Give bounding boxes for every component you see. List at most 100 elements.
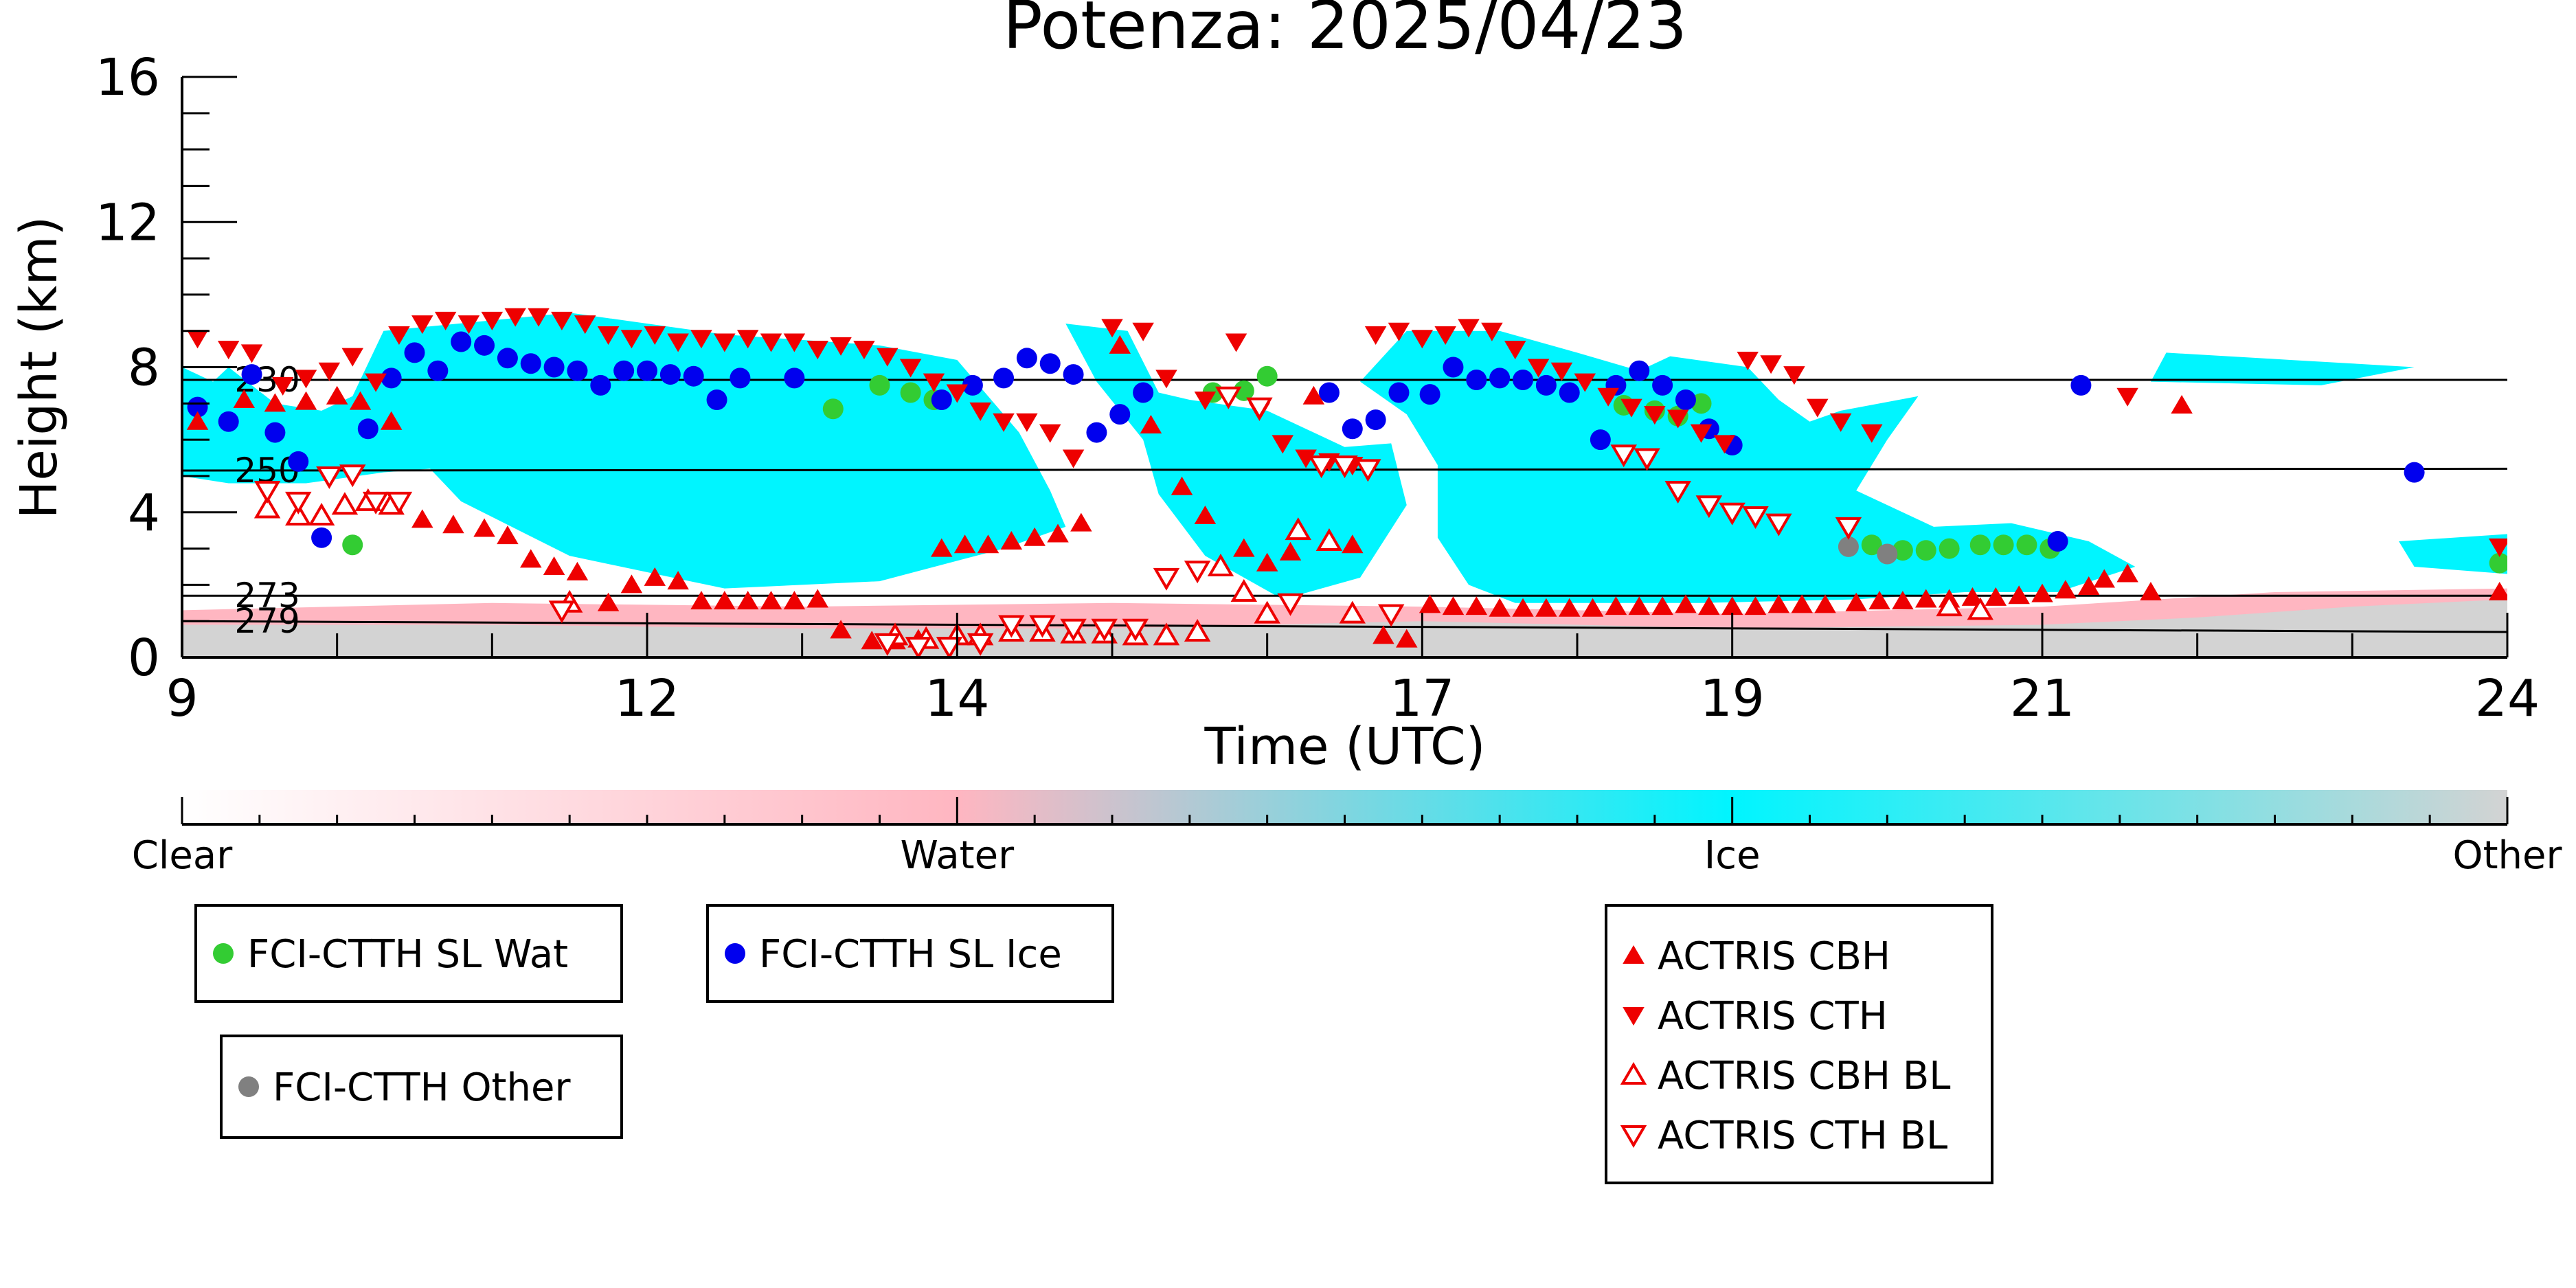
point-fci-ctth-sl-ice-31	[1109, 404, 1131, 425]
legend-frame	[194, 904, 623, 1003]
point-actris-cth-59	[1620, 398, 1642, 418]
point-actris-cbh-bl-25	[1967, 597, 1993, 620]
point-actris-cbh-72	[2031, 583, 2053, 602]
point-actris-cbh-64	[1845, 592, 1867, 611]
point-actris-cbh-33	[1047, 523, 1069, 543]
point-actris-cbh-bl-18	[1207, 553, 1234, 576]
legend-box-3: ACTRIS CBH ACTRIS CTH ACTRIS CBH BL ACTRIS …	[1605, 904, 1993, 1184]
point-actris-cth-2	[240, 344, 263, 363]
point-actris-cth-11	[457, 315, 480, 335]
point-fci-ctth-sl-ice-15	[567, 360, 588, 381]
point-fci-ctth-sl-ice-27	[1016, 348, 1037, 369]
point-actris-cth-bl-13	[1060, 618, 1087, 642]
point-actris-cth-bl-30	[1742, 506, 1769, 530]
point-fci-ctth-sl-ice-4	[288, 451, 309, 472]
point-fci-ctth-sl-wat-0	[342, 534, 363, 556]
point-actris-cbh-23	[806, 589, 828, 608]
legend-label-fci-ctth-other: FCI-CTTH Other	[273, 1065, 571, 1110]
point-actris-cth-25	[783, 333, 806, 352]
point-actris-cth-bl-21	[1308, 455, 1335, 479]
point-actris-cth-bl-12	[1029, 615, 1056, 638]
point-fci-ctth-sl-ice-32	[1133, 382, 1154, 403]
point-actris-cbh-8	[442, 515, 464, 534]
legend-box-0: FCI-CTTH SL Wat	[194, 904, 623, 1003]
legend-marker-actris-cth-bl	[1620, 1125, 1647, 1148]
point-actris-cth-26	[806, 341, 828, 360]
point-actris-cbh-36	[1140, 415, 1162, 433]
colorbar-label-ice: Ice	[1704, 833, 1761, 878]
point-actris-cth-18	[620, 330, 643, 349]
point-actris-cth-bl-14	[1091, 618, 1118, 642]
point-actris-cbh-46	[1419, 594, 1441, 613]
point-fci-ctth-sl-ice-36	[1388, 382, 1410, 403]
point-actris-cbh-78	[2171, 394, 2193, 414]
point-actris-cth-61	[1667, 409, 1689, 429]
point-fci-ctth-sl-ice-1	[218, 411, 239, 432]
point-fci-ctth-sl-ice-20	[683, 365, 704, 387]
point-actris-cth-bl-11	[998, 615, 1025, 638]
point-actris-cbh-29	[953, 534, 976, 554]
point-fci-ctth-sl-ice-26	[993, 368, 1015, 389]
x-tick-label: 24	[2475, 669, 2540, 728]
point-actris-cbh-35	[1109, 335, 1131, 354]
point-fci-ctth-sl-ice-48	[1675, 389, 1696, 411]
point-actris-cbh-2	[264, 393, 286, 412]
point-fci-ctth-sl-ice-0	[187, 396, 208, 418]
point-actris-cbh-28	[931, 538, 953, 557]
legend-frame	[706, 904, 1114, 1003]
point-actris-cbh-18	[690, 591, 712, 610]
point-actris-cth-13	[504, 308, 526, 327]
legend-label-actris-cth-bl: ACTRIS CTH BL	[1658, 1114, 1947, 1158]
point-actris-cbh-6	[380, 411, 403, 430]
point-fci-ctth-sl-ice-24	[931, 389, 952, 411]
point-fci-ctth-sl-ice-17	[613, 360, 635, 381]
point-actris-cbh-65	[1868, 591, 1890, 610]
point-actris-cth-50	[1411, 330, 1434, 349]
point-actris-cbh-58	[1698, 596, 1720, 615]
point-actris-cth-8	[388, 326, 410, 345]
point-actris-cth-40	[1155, 370, 1177, 389]
legend-marker-fci-ctth-sl-wat	[213, 943, 234, 964]
point-fci-ctth-sl-ice-52	[2070, 374, 2092, 396]
point-actris-cth-bl-18	[1215, 386, 1242, 409]
point-fci-ctth-sl-ice-23	[784, 368, 805, 389]
point-actris-cth-bl-7	[874, 633, 901, 656]
point-actris-cbh-76	[2116, 563, 2138, 583]
point-actris-cbh-12	[543, 556, 565, 575]
point-actris-cth-23	[736, 330, 759, 349]
point-actris-cth-bl-27	[1664, 481, 1691, 504]
legend-box-1: FCI-CTTH SL Ice	[706, 904, 1114, 1003]
point-fci-ctth-sl-wat-1	[822, 398, 844, 420]
point-fci-ctth-sl-ice-40	[1489, 368, 1511, 389]
point-actris-cth-22	[714, 333, 736, 352]
point-actris-cbh-39	[1233, 538, 1255, 557]
point-actris-cth-bl-29	[1719, 502, 1745, 526]
point-fci-ctth-sl-wat-7	[1256, 365, 1278, 387]
point-fci-ctth-sl-ice-10	[451, 331, 472, 352]
point-actris-cth-bl-17	[1184, 561, 1211, 584]
point-actris-cth-44	[1272, 435, 1293, 454]
colorbar-label-water: Water	[901, 833, 1015, 878]
x-tick-label: 9	[166, 669, 198, 728]
legend-frame	[1605, 904, 1993, 1184]
point-fci-ctth-sl-wat-12	[1861, 534, 1882, 556]
point-actris-cbh-bl-23	[1339, 600, 1366, 624]
point-fci-ctth-sl-ice-9	[427, 360, 449, 381]
point-actris-cth-bl-23	[1355, 459, 1381, 482]
point-actris-cbh-63	[1814, 594, 1836, 613]
point-fci-ctth-sl-ice-51	[2047, 531, 2068, 552]
point-actris-cbh-22	[783, 591, 806, 610]
point-actris-cth-bl-16	[1153, 567, 1180, 591]
point-actris-cth-bl-26	[1634, 448, 1660, 471]
point-actris-cth-49	[1388, 322, 1410, 341]
y-tick-label: 16	[95, 48, 160, 107]
y-axis-label: Height (km)	[10, 216, 69, 519]
point-actris-cbh-42	[1302, 385, 1325, 405]
point-actris-cbh-0	[186, 411, 209, 430]
point-fci-ctth-sl-ice-46	[1629, 360, 1650, 381]
point-actris-cth-4	[295, 370, 317, 389]
isotherm-line-279	[181, 620, 2508, 633]
point-actris-cbh-71	[2008, 585, 2030, 605]
point-actris-cth-24	[760, 333, 782, 352]
point-actris-cbh-66	[1892, 591, 1914, 610]
